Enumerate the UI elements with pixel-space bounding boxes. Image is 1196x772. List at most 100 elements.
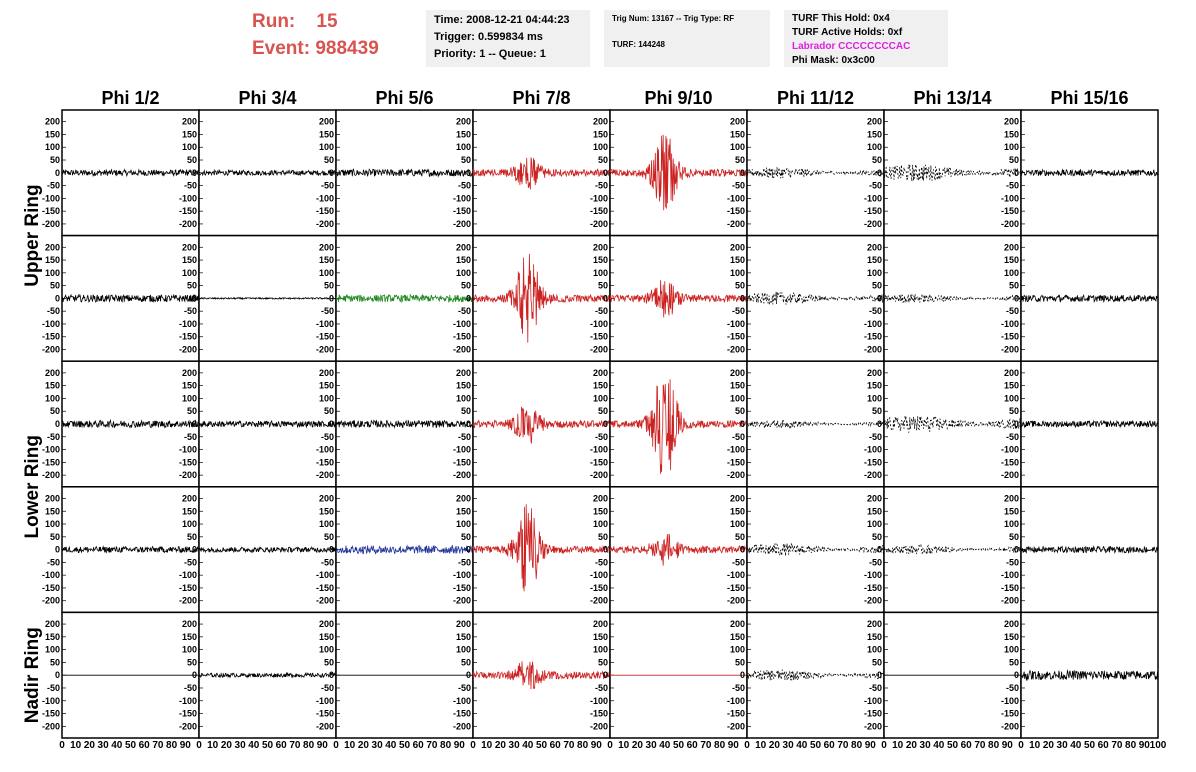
event-label: Event: [252,38,311,59]
column-header: Phi 13/14 [913,88,991,108]
y-tick-label: 0 [740,293,745,303]
y-tick-label: 0 [603,545,608,555]
y-tick-label: 0 [1014,293,1019,303]
y-tick-label: -50 [321,181,334,191]
waveform-trace [61,419,200,429]
y-tick-label: -100 [42,193,60,203]
y-tick-label: 100 [867,519,882,529]
x-tick-label: 0 [607,740,613,751]
y-tick-label: -50 [732,432,745,442]
waveform-panel: 200 150 100 50 0 -50 -100 -150 -200 [42,360,200,488]
x-tick-label: 50 [810,740,822,751]
y-tick-label: -150 [179,457,197,467]
y-tick-label: -100 [864,570,882,580]
y-tick-label: 0 [329,293,334,303]
x-tick-label: 40 [659,740,671,751]
y-tick-label: -50 [869,683,882,693]
y-tick-label: 50 [50,657,60,667]
y-tick-label: -50 [869,306,882,316]
row-label: Upper Ring [22,184,43,286]
y-tick-label: -150 [727,583,745,593]
y-tick-label: 200 [593,619,608,629]
y-tick-label: 200 [319,368,334,378]
x-tick-label: 80 [166,740,178,751]
waveform-panel: 200 150 100 50 0 -50 -100 -150 -200 [42,611,200,739]
y-tick-label: 150 [456,129,471,139]
y-tick-label: 50 [187,657,197,667]
y-tick-label: 150 [45,255,60,265]
x-tick-label: 60 [824,740,836,751]
y-tick-label: -50 [1006,181,1019,191]
row-label: Lower Ring [22,435,43,538]
waveform-panel: 200 150 100 50 0 -50 -100 -150 -200 [727,611,885,739]
y-tick-label: -100 [590,193,608,203]
y-tick-label: -200 [864,721,882,731]
y-tick-label: -100 [727,193,745,203]
y-tick-label: -200 [864,219,882,229]
y-tick-label: 150 [730,255,745,265]
labrador-text: Labrador CCCCCCCCAC [792,41,911,52]
y-tick-label: -100 [42,570,60,580]
y-tick-label: 100 [45,142,60,152]
y-tick-label: -100 [1001,696,1019,706]
y-tick-label: -50 [1006,306,1019,316]
y-tick-label: 200 [1004,619,1019,629]
y-tick-label: 200 [182,493,197,503]
column-header: Phi 1/2 [101,88,159,108]
y-tick-label: 0 [1014,419,1019,429]
y-tick-label: -50 [595,557,608,567]
y-tick-label: 50 [187,532,197,542]
y-tick-label: 100 [593,142,608,152]
y-tick-label: 150 [730,506,745,516]
y-tick-label: 100 [182,268,197,278]
x-tick-label: 40 [248,740,260,751]
trig-text: Trig Num: 13167 -- Trig Type: RF [612,14,735,23]
y-tick-label: 0 [55,419,60,429]
waveform-panel: 200 150 100 50 0 -50 -100 -150 -200 [727,109,885,237]
x-tick-label: 0 [1018,740,1024,751]
y-tick-label: -50 [595,432,608,442]
y-tick-label: -50 [184,432,197,442]
y-tick-label: -100 [179,445,197,455]
y-tick-label: 150 [867,632,882,642]
y-tick-label: -150 [316,583,334,593]
y-tick-label: 50 [735,155,745,165]
y-tick-label: 150 [456,506,471,516]
waveform-trace [472,661,611,690]
y-tick-label: -200 [453,345,471,355]
x-tick-label: 30 [98,740,110,751]
y-tick-label: -200 [727,345,745,355]
y-tick-label: -150 [316,206,334,216]
waveform-trace [472,406,611,444]
y-tick-label: -50 [869,181,882,191]
y-tick-label: -100 [1001,319,1019,329]
column-header: Phi 15/16 [1050,88,1128,108]
y-tick-label: 200 [730,619,745,629]
x-tick-label: 30 [372,740,384,751]
y-tick-label: -200 [316,596,334,606]
y-tick-label: 50 [735,657,745,667]
y-tick-label: 50 [598,155,608,165]
y-tick-label: -150 [316,709,334,719]
waveform-trace [609,379,748,474]
y-tick-label: -150 [1001,457,1019,467]
y-tick-label: -100 [316,445,334,455]
y-tick-label: 100 [593,645,608,655]
waveform-trace [1020,669,1159,682]
y-tick-label: -150 [727,332,745,342]
y-tick-label: 0 [192,168,197,178]
y-tick-label: -150 [590,332,608,342]
y-tick-label: 100 [1004,268,1019,278]
y-tick-label: 150 [593,506,608,516]
y-tick-label: 200 [456,242,471,252]
y-tick-label: 150 [456,632,471,642]
y-tick-label: 200 [182,619,197,629]
y-tick-label: 150 [182,255,197,265]
y-tick-label: 50 [872,281,882,291]
y-tick-label: 0 [329,419,334,429]
y-tick-label: 0 [466,293,471,303]
y-tick-label: -50 [321,432,334,442]
y-tick-label: -200 [1001,345,1019,355]
y-tick-label: 50 [1009,406,1019,416]
y-tick-label: 200 [593,493,608,503]
